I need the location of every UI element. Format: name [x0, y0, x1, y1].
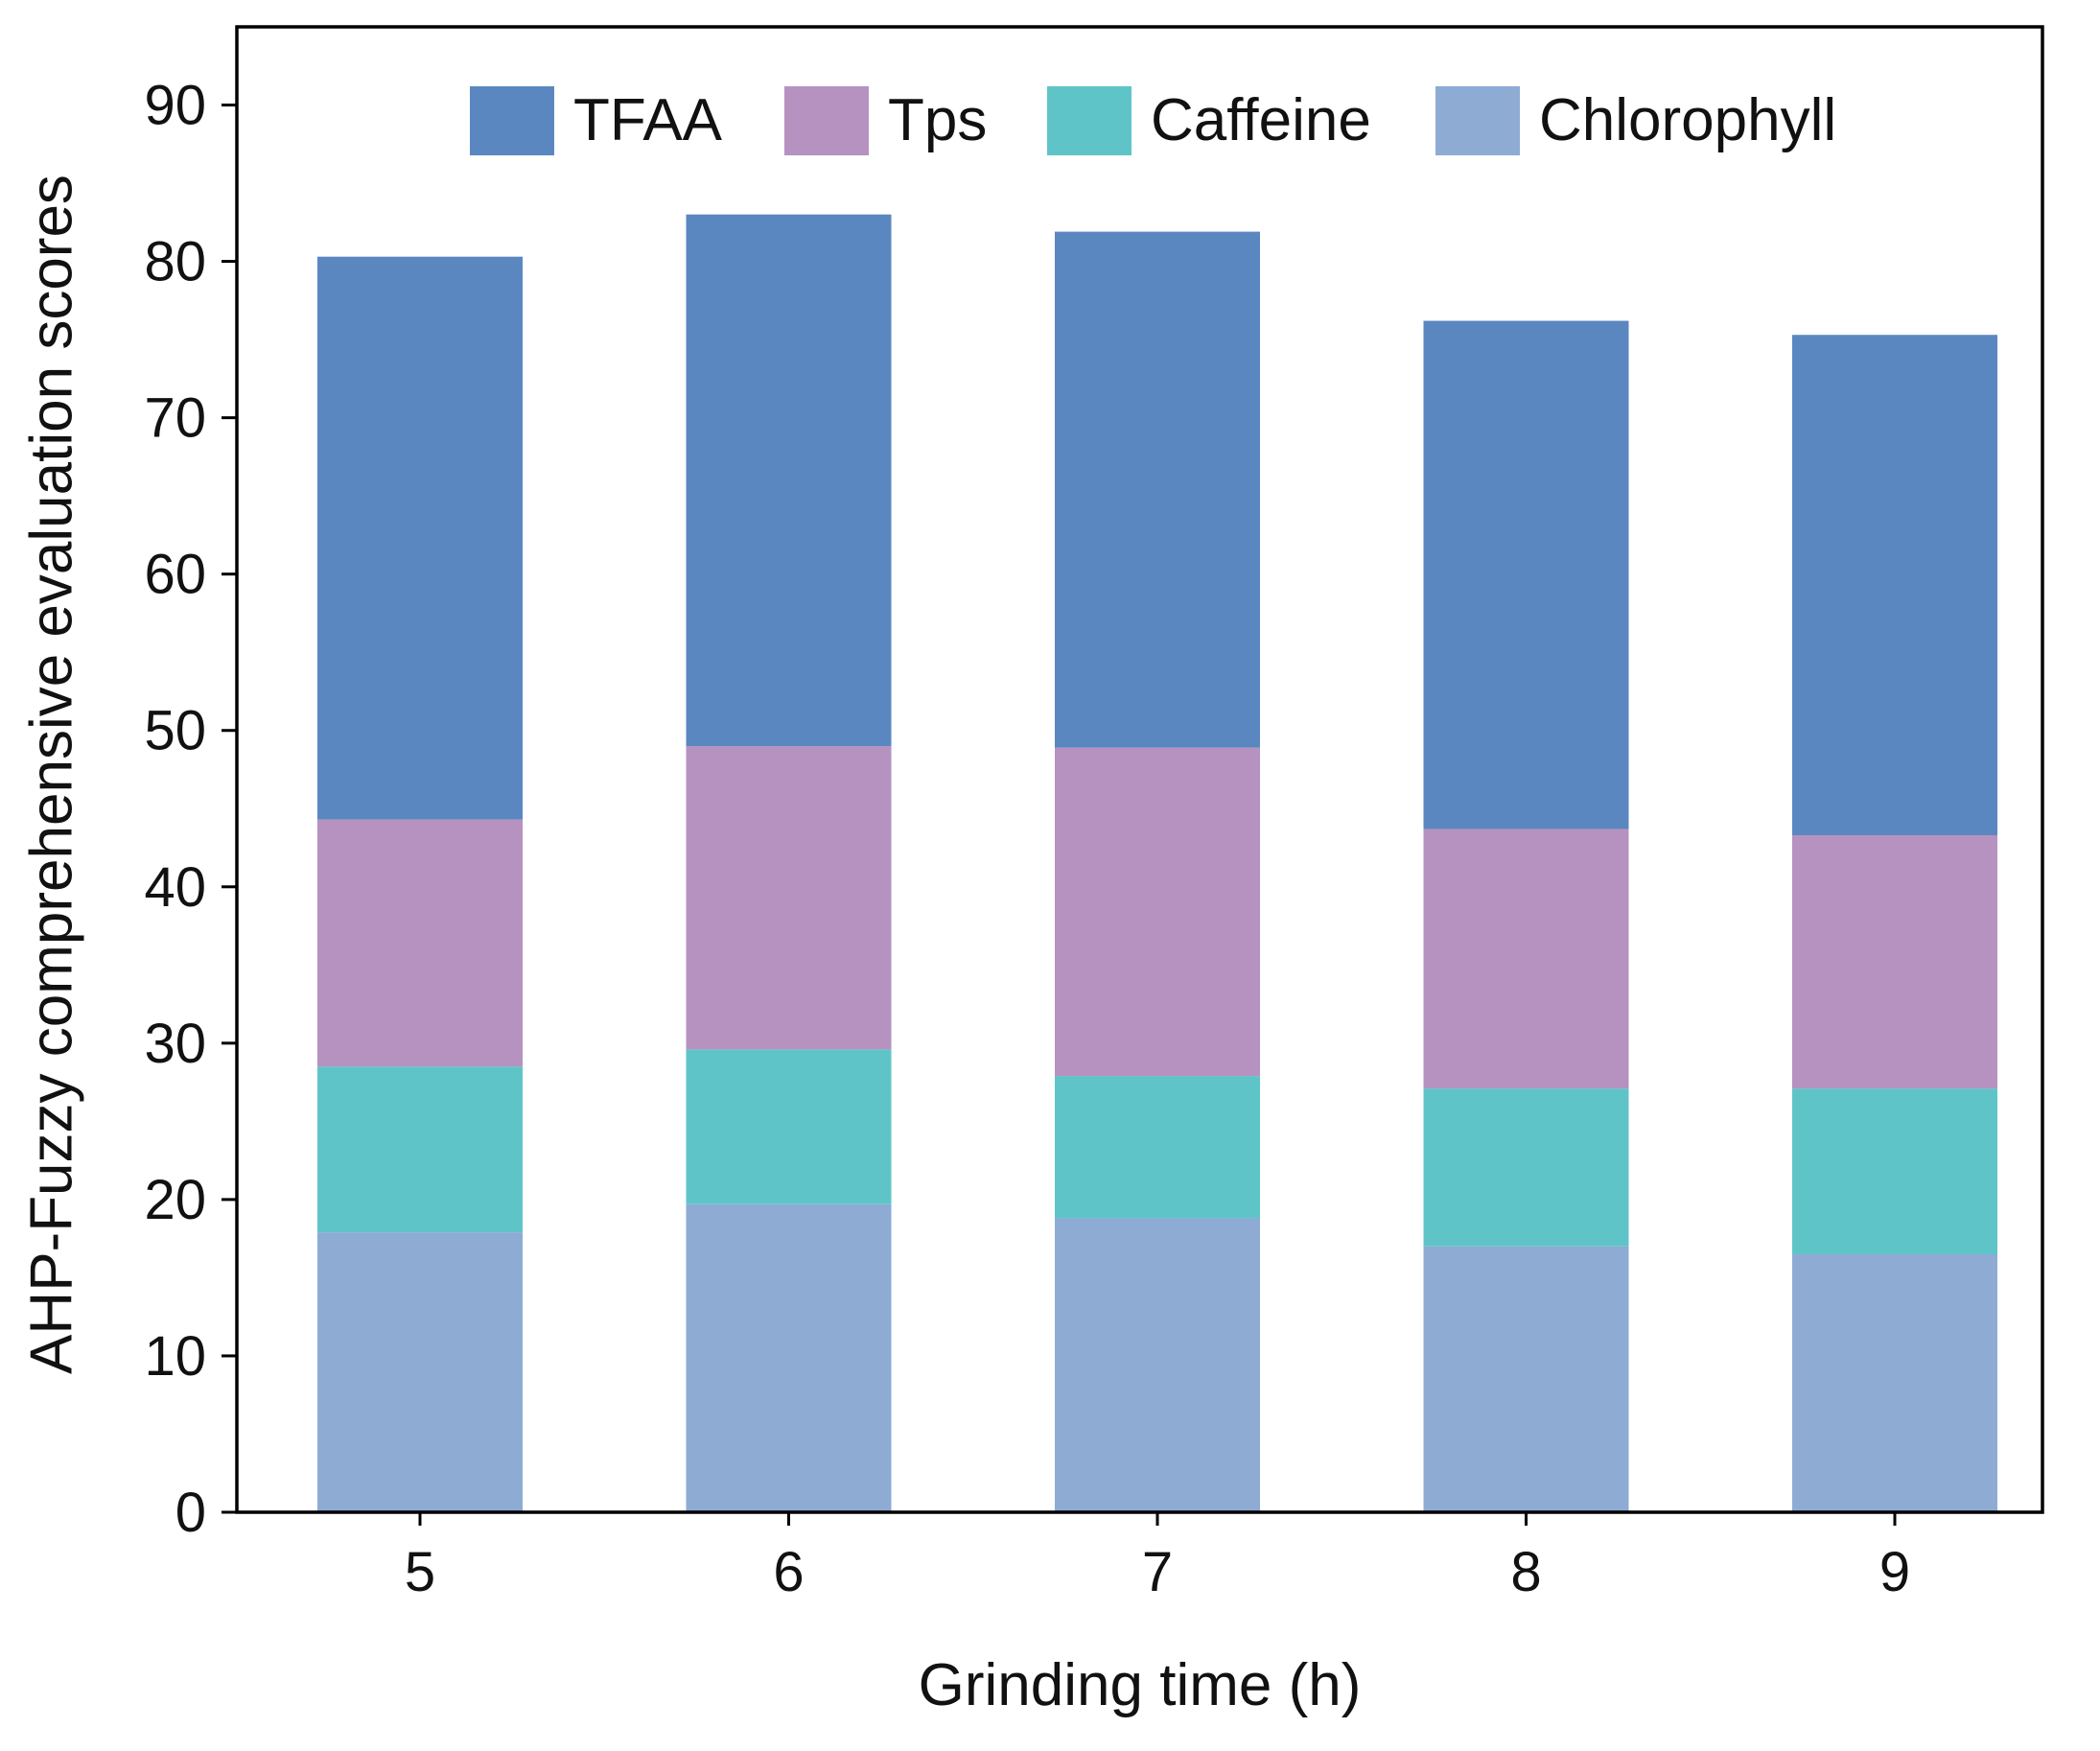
legend-label-caffeine: Caffeine — [1151, 87, 1371, 153]
bars — [317, 214, 1997, 1512]
x-tick-label-9: 9 — [1879, 1541, 1910, 1603]
bar-chlorophyll-9 — [1792, 1253, 1997, 1512]
bar-chlorophyll-7 — [1055, 1218, 1260, 1512]
legend-swatch-chlorophyll — [1435, 86, 1520, 155]
bar-tps-9 — [1792, 834, 1997, 1089]
bar-caffeine-9 — [1792, 1088, 1997, 1254]
y-tick-label-40: 40 — [144, 856, 206, 919]
legend-swatch-tfaa — [470, 86, 554, 155]
bar-caffeine-6 — [686, 1049, 892, 1204]
bar-chlorophyll-6 — [686, 1203, 892, 1512]
y-tick-label-10: 10 — [144, 1325, 206, 1388]
x-tick-label-7: 7 — [1142, 1541, 1173, 1603]
legend-label-tps: Tps — [888, 87, 987, 153]
legend-label-chlorophyll: Chlorophyll — [1539, 87, 1836, 153]
bar-tfaa-8 — [1423, 320, 1629, 829]
legend-swatch-caffeine — [1047, 86, 1132, 155]
bar-stack-8 — [1423, 320, 1629, 1512]
y-tick-label-50: 50 — [144, 700, 206, 762]
plot-frame — [235, 25, 2044, 1514]
bar-tps-7 — [1055, 747, 1260, 1077]
y-tick-label-0: 0 — [175, 1482, 206, 1544]
bar-caffeine-8 — [1423, 1088, 1629, 1247]
bar-tfaa-5 — [317, 256, 523, 820]
bar-tps-5 — [317, 819, 523, 1067]
y-tick-label-90: 90 — [144, 75, 206, 137]
bar-stack-9 — [1792, 335, 1997, 1512]
x-tick-label-8: 8 — [1510, 1541, 1541, 1603]
bar-tps-6 — [686, 746, 892, 1050]
y-tick-label-20: 20 — [144, 1169, 206, 1231]
legend-item-caffeine: Caffeine — [1047, 86, 1371, 155]
x-axis-title: Grinding time (h) — [919, 1652, 1362, 1718]
bar-chlorophyll-5 — [317, 1232, 523, 1512]
legend-item-tfaa: TFAA — [470, 86, 723, 155]
bar-chlorophyll-8 — [1423, 1246, 1629, 1512]
y-tick-label-70: 70 — [144, 387, 206, 450]
y-tick-label-80: 80 — [144, 231, 206, 293]
bar-caffeine-5 — [317, 1066, 523, 1233]
legend-item-chlorophyll: Chlorophyll — [1435, 86, 1836, 155]
bar-stack-5 — [317, 256, 523, 1512]
bar-tfaa-6 — [686, 214, 892, 747]
bar-tfaa-9 — [1792, 335, 1997, 835]
legend-label-tfaa: TFAA — [573, 87, 723, 153]
y-axis-title: AHP-Fuzzy comprehensive evaluation score… — [18, 175, 84, 1374]
legend-item-tps: Tps — [784, 86, 987, 155]
bar-stack-7 — [1055, 231, 1260, 1512]
bar-caffeine-7 — [1055, 1076, 1260, 1219]
bar-tps-8 — [1423, 829, 1629, 1089]
legend-swatch-tps — [784, 86, 869, 155]
bar-stack-6 — [686, 214, 892, 1512]
legend: TFAA Tps Caffeine Chlorophyll — [470, 86, 1836, 155]
y-tick-label-30: 30 — [144, 1013, 206, 1075]
x-tick-label-6: 6 — [773, 1541, 804, 1603]
x-tick-label-5: 5 — [405, 1541, 435, 1603]
y-tick-label-60: 60 — [144, 544, 206, 606]
bar-tfaa-7 — [1055, 231, 1260, 748]
